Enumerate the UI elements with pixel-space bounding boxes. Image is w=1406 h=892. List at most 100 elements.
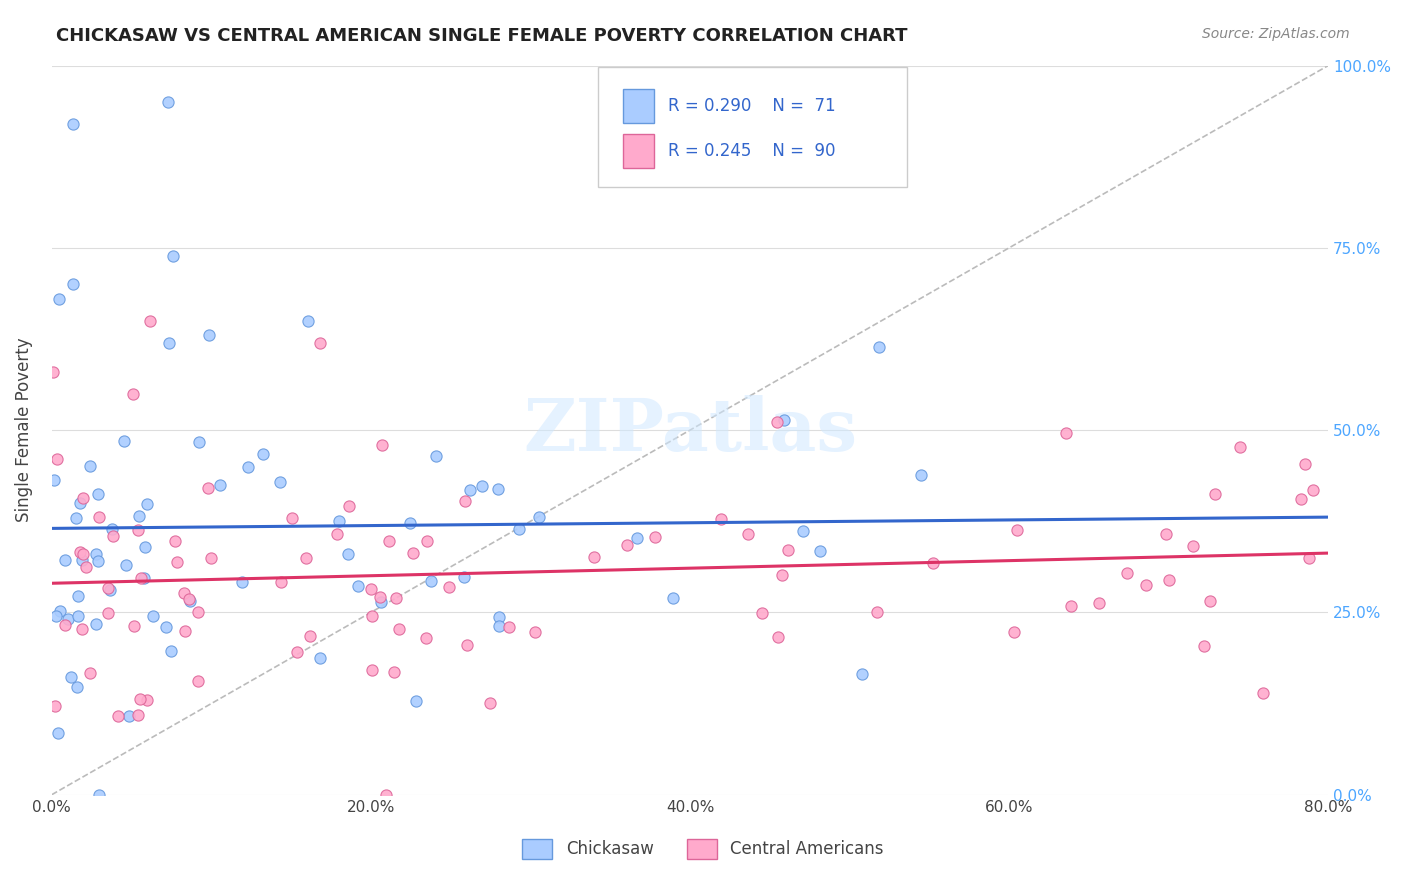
Point xyxy=(53,553,76,567)
Point xyxy=(460,483,482,498)
Point xyxy=(157,95,180,109)
Point xyxy=(65,511,87,525)
Legend: Chickasaw, Central Americans: Chickasaw, Central Americans xyxy=(516,832,890,866)
Point xyxy=(53,618,76,632)
Point xyxy=(415,631,437,645)
Point xyxy=(416,533,439,548)
Point xyxy=(100,522,122,536)
Point xyxy=(437,580,460,594)
Point xyxy=(79,665,101,680)
Point xyxy=(1002,624,1025,639)
Point xyxy=(187,605,209,619)
Point xyxy=(498,620,520,634)
Point xyxy=(508,522,530,536)
Point xyxy=(84,616,107,631)
Point xyxy=(336,547,359,561)
Point xyxy=(48,292,70,306)
Point xyxy=(62,277,84,292)
Point xyxy=(72,491,94,505)
Point xyxy=(252,447,274,461)
Point xyxy=(921,556,943,570)
Point xyxy=(66,609,89,624)
Point xyxy=(808,544,831,558)
Point xyxy=(377,533,399,548)
Point xyxy=(385,591,408,606)
Point xyxy=(770,567,793,582)
Point xyxy=(737,526,759,541)
Point xyxy=(486,482,509,496)
Point xyxy=(326,527,349,541)
Point xyxy=(1182,539,1205,553)
Point xyxy=(177,592,200,607)
Point xyxy=(162,249,184,263)
Point xyxy=(49,604,72,618)
Point xyxy=(478,696,501,710)
Point xyxy=(70,553,93,567)
Point xyxy=(155,620,177,634)
Point xyxy=(454,493,477,508)
Point xyxy=(46,452,69,467)
Point xyxy=(360,582,382,596)
Point xyxy=(425,449,447,463)
Point xyxy=(1087,596,1109,610)
Point xyxy=(398,516,420,531)
Point xyxy=(294,551,316,566)
Point xyxy=(1298,550,1320,565)
Point xyxy=(751,606,773,620)
Point xyxy=(308,335,330,350)
Point xyxy=(471,479,494,493)
Point xyxy=(166,556,188,570)
Point xyxy=(382,665,405,679)
Point xyxy=(97,606,120,620)
Point xyxy=(281,510,304,524)
Point xyxy=(766,415,789,429)
Point xyxy=(328,514,350,528)
Point xyxy=(70,622,93,636)
Point xyxy=(661,591,683,605)
Text: R = 0.290    N =  71: R = 0.290 N = 71 xyxy=(668,97,835,115)
Point xyxy=(139,314,162,328)
Point xyxy=(114,558,136,573)
Point xyxy=(1159,573,1181,587)
Point xyxy=(527,509,550,524)
Y-axis label: Single Female Poverty: Single Female Poverty xyxy=(15,338,32,523)
Point xyxy=(231,575,253,590)
Point xyxy=(87,554,110,568)
Point xyxy=(868,340,890,354)
Point xyxy=(456,638,478,652)
Point xyxy=(1154,526,1177,541)
Point xyxy=(792,524,814,538)
Point xyxy=(75,560,97,574)
Point xyxy=(187,673,209,688)
Point xyxy=(62,117,84,131)
Point xyxy=(710,512,733,526)
Point xyxy=(121,386,143,401)
Text: ZIPatlas: ZIPatlas xyxy=(523,394,858,466)
Point xyxy=(523,625,546,640)
Point xyxy=(347,578,370,592)
Point xyxy=(1060,599,1083,614)
Point xyxy=(142,608,165,623)
Point xyxy=(851,667,873,681)
Point xyxy=(361,663,384,677)
Point xyxy=(69,495,91,509)
Point xyxy=(128,509,150,524)
Point xyxy=(583,549,606,564)
Point xyxy=(87,486,110,500)
Point xyxy=(1289,492,1312,507)
Point xyxy=(368,590,391,604)
Point xyxy=(44,473,66,487)
Point xyxy=(58,612,80,626)
Text: Source: ZipAtlas.com: Source: ZipAtlas.com xyxy=(1202,27,1350,41)
Point xyxy=(118,709,141,723)
Point xyxy=(616,538,638,552)
Point xyxy=(1116,566,1139,580)
Point xyxy=(59,670,82,684)
Point xyxy=(402,546,425,560)
Point xyxy=(405,694,427,708)
Point xyxy=(112,434,135,448)
Point xyxy=(1302,483,1324,498)
Point xyxy=(89,788,111,802)
Point xyxy=(97,582,120,596)
Point xyxy=(127,707,149,722)
